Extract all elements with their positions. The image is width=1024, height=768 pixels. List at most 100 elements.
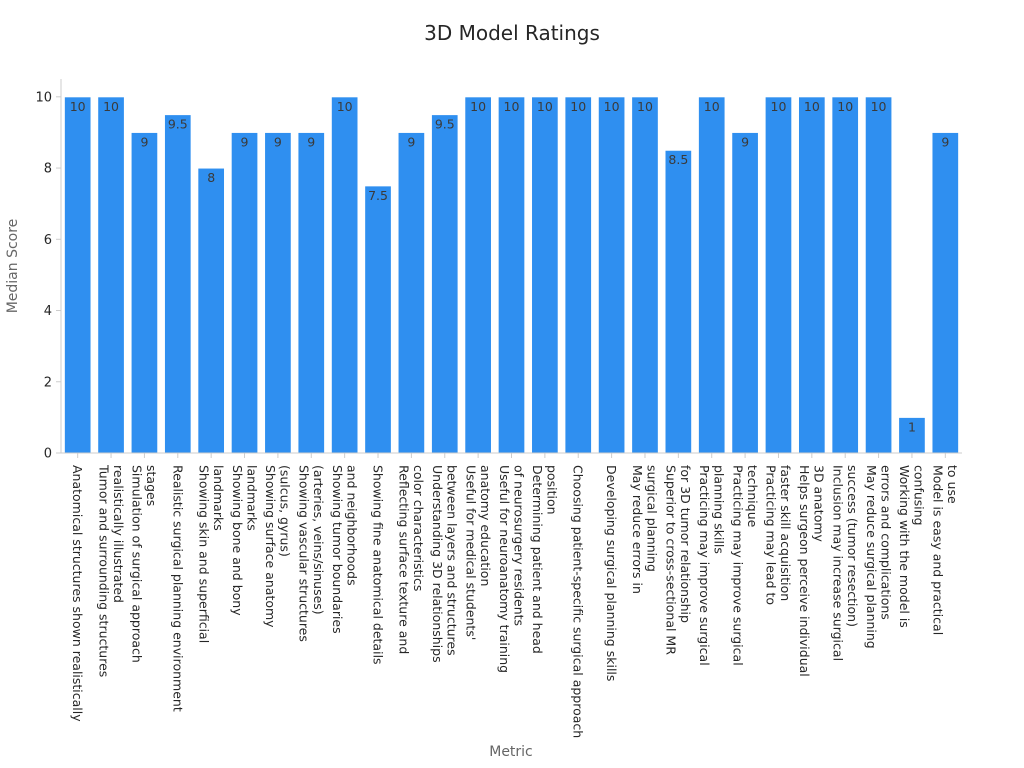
x-tick-label-line: 3D anatomy <box>812 465 827 543</box>
x-tick-label-line: Model is easy and practical <box>931 465 946 635</box>
bar-data-label: 9.5 <box>168 117 188 132</box>
x-tick-label-line: Inclusion may increase surgical <box>830 465 845 661</box>
bar-data-label: 10 <box>570 99 586 114</box>
x-tick-label: Showing skin and superficiallandmarks <box>196 465 226 643</box>
bar <box>297 131 326 454</box>
bar-data-label: 8.5 <box>668 152 688 167</box>
x-tick-label-line: Showing bone and bony <box>230 465 245 616</box>
x-tick-label: Useful for neuroanatomy trainingof neuro… <box>497 465 527 673</box>
x-tick-label-line: Showing vascular structures <box>297 465 312 642</box>
bar <box>764 96 793 454</box>
x-tick-label: Showing vascular structures(arteries, ve… <box>297 465 327 642</box>
bar-data-label: 1 <box>908 419 916 434</box>
x-tick-label: Showing fine anatomical details <box>371 465 386 665</box>
x-tick-label: Practicing may improve surgicalplanning … <box>697 465 727 666</box>
bar <box>63 96 92 454</box>
bar <box>664 149 693 454</box>
x-tick-label-line: (sulcus, gyrus) <box>278 465 293 557</box>
y-tick-label: 0 <box>44 447 52 462</box>
x-tick-label: Understanding 3D relationshipsbetween la… <box>430 465 460 663</box>
x-tick-label-line: between layers and structures <box>445 465 460 656</box>
bar-data-label: 10 <box>504 99 520 114</box>
x-tick-label-line: Practicing may lead to <box>764 465 779 605</box>
x-tick-label-line: technique <box>745 465 760 528</box>
bar-data-label: 10 <box>871 99 887 114</box>
bar-data-label: 9 <box>274 134 282 149</box>
x-tick-label: Superior to cross-sectional MRfor 3D tum… <box>664 465 694 655</box>
y-tick-label: 2 <box>44 375 52 390</box>
x-tick-label-line: Determining patient and head <box>530 465 545 654</box>
x-tick-label: Showing surface anatomy(sulcus, gyrus) <box>263 465 293 628</box>
y-axis-label: Median Score <box>5 219 21 314</box>
bar <box>731 131 759 454</box>
bar-data-label: 9 <box>407 134 415 149</box>
x-tick-label-line: color characteristics <box>411 465 426 591</box>
x-tick-label-line: Reflecting surface texture and <box>397 465 412 654</box>
bar <box>564 96 593 454</box>
x-tick-label-line: to use <box>945 465 960 504</box>
bar <box>330 96 359 454</box>
bar <box>364 185 392 454</box>
x-tick-label-line: Tumor and surrounding structures <box>96 464 111 677</box>
bar-data-label: 10 <box>70 99 86 114</box>
x-tick-label: Useful for medical students'anatomy educ… <box>463 465 493 640</box>
bar <box>464 96 492 454</box>
bar <box>97 96 125 454</box>
bar <box>264 131 292 454</box>
bars-layer <box>63 96 960 454</box>
bar <box>130 131 159 454</box>
bar-data-label: 10 <box>337 99 353 114</box>
x-tick-label: Helps surgeon perceive individual3D anat… <box>797 465 827 677</box>
bar-data-label: 10 <box>537 99 553 114</box>
bar <box>197 167 226 454</box>
x-tick-label-line: (arteries, veins/sinuses) <box>311 465 326 615</box>
x-tick-label-line: stages <box>144 465 159 506</box>
x-tick-label: Inclusion may increase surgicalsuccess (… <box>830 465 860 661</box>
x-tick-label: Developing surgical planning skills <box>604 465 619 681</box>
x-axis-label: Metric <box>489 744 533 760</box>
x-tick-label-line: Showing tumor boundaries <box>330 465 345 634</box>
x-tick-label-line: position <box>545 465 560 515</box>
x-tick-label-line: landmarks <box>211 465 226 531</box>
x-tick-label: Practicing may lead tofaster skill acqui… <box>764 465 794 605</box>
bar-data-label: 8 <box>207 170 215 185</box>
x-tick-label-line: and neighborhoods <box>344 465 359 586</box>
axes-layer: 0 2 4 6 8 10 <box>35 79 962 462</box>
y-tick-label: 4 <box>44 304 52 319</box>
bar <box>697 96 726 454</box>
x-tick-label-line: for 3D tumor relationship <box>678 465 693 623</box>
x-tick-label-line: May reduce surgical planning <box>864 465 879 649</box>
x-tick-label-line: Practicing may improve surgical <box>697 465 712 666</box>
bar-data-label: 10 <box>637 99 653 114</box>
x-tick-label-line: Practicing may improve surgical <box>730 465 745 666</box>
x-tick-label-line: Simulation of surgical approach <box>130 465 145 663</box>
bar <box>531 96 559 454</box>
x-tick-label-line: Helps surgeon perceive individual <box>797 465 812 677</box>
bar <box>931 131 960 454</box>
bar <box>397 131 426 454</box>
x-tick-label: May reduce surgical planningerrors and c… <box>864 465 894 649</box>
x-tick-label-line: Realistic surgical planning environment <box>170 465 185 712</box>
bar-data-label: 9 <box>741 134 749 149</box>
x-tick-label: May reduce errors insurgical planning <box>630 465 660 594</box>
bar <box>631 96 659 454</box>
bar <box>831 96 860 454</box>
bar-data-label: 10 <box>470 99 486 114</box>
x-tick-label: Anatomical structures shown realisticall… <box>70 465 85 722</box>
y-tick-label: 10 <box>35 90 52 105</box>
x-tick-label-line: Anatomical structures shown realisticall… <box>70 465 85 722</box>
chart-title: 3D Model Ratings <box>424 21 600 45</box>
bar-data-label: 9 <box>941 134 949 149</box>
x-tick-label-line: Showing skin and superficial <box>196 465 211 643</box>
x-tick-label: Realistic surgical planning environment <box>170 465 185 712</box>
x-tick-label-line: landmarks <box>244 465 259 531</box>
x-tick-label-line: planning skills <box>711 465 726 554</box>
bar <box>797 96 826 454</box>
bar <box>163 114 192 454</box>
x-tick-label-line: Choosing patient-specific surgical appro… <box>571 465 586 738</box>
x-tick-label: Working with the model isconfusing <box>897 465 927 628</box>
x-tick-label-line: Understanding 3D relationships <box>430 465 445 663</box>
x-tick-label-line: Useful for medical students' <box>463 465 478 640</box>
bar <box>230 131 259 454</box>
x-tick-label-line: realistically illustrated <box>111 465 126 603</box>
